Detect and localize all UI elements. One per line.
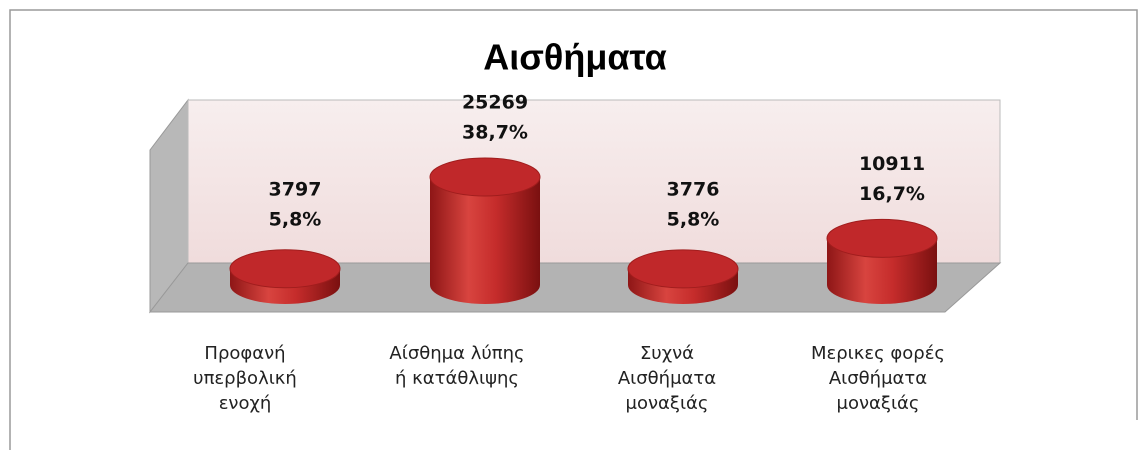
cylinder [429, 157, 541, 304]
percent-label: 16,7% [859, 183, 925, 205]
cylinder-top [229, 249, 341, 289]
value-label: 3776 [667, 179, 720, 201]
percent-label: 5,8% [667, 209, 720, 231]
cylinder [826, 218, 938, 304]
cylinder-top [627, 249, 739, 289]
frame [9, 9, 1138, 450]
x-tick-label: Συχνά Αισθήματα μοναξιάς [618, 343, 716, 414]
x-tick-label: Μερικες φορές Αισθήματα μοναξιάς [811, 343, 945, 414]
x-tick-label: Προφανή υπερβολική ενοχή [193, 343, 297, 414]
cylinder-top [429, 157, 541, 197]
value-label: 25269 [462, 92, 528, 114]
cylinder-body [430, 177, 540, 304]
value-label: 10911 [859, 153, 925, 175]
percent-label: 38,7% [462, 122, 528, 144]
chart-title: Αισθήματα [483, 37, 666, 78]
cylinder-top [826, 218, 938, 258]
cylinder [627, 249, 739, 304]
cylinder [229, 249, 341, 304]
x-tick-label: Αίσθημα λύπης ή κατάθλιψης [389, 343, 524, 389]
percent-label: 5,8% [269, 209, 322, 231]
value-label: 3797 [269, 179, 322, 201]
